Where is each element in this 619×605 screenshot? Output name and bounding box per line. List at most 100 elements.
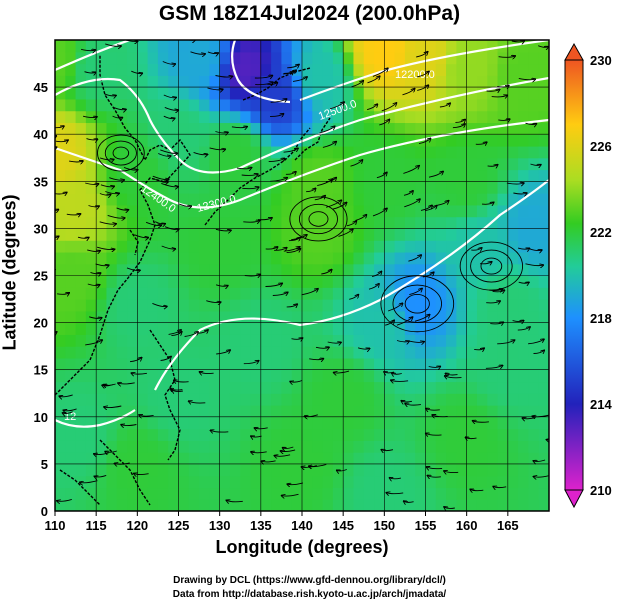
heatmap-cell — [219, 499, 231, 511]
heatmap-cell — [137, 51, 149, 65]
heatmap-cell — [466, 75, 478, 88]
heatmap-cell — [106, 228, 118, 241]
heatmap-cell — [106, 169, 118, 182]
heatmap-cell — [312, 346, 324, 359]
streamline — [100, 184, 114, 187]
heatmap-cell — [209, 310, 221, 324]
heatmap-cell — [507, 452, 519, 465]
heatmap-cell — [425, 181, 437, 194]
heatmap-cell — [219, 75, 231, 88]
x-tick-label: 165 — [497, 518, 519, 533]
streamline — [481, 202, 494, 204]
heatmap-cell — [157, 428, 169, 441]
heatmap-cell — [456, 40, 468, 53]
heatmap-cell — [353, 40, 365, 53]
heatmap-cell — [106, 487, 118, 500]
heatmap-cell — [322, 299, 334, 312]
heatmap-cell — [281, 452, 293, 465]
heatmap-cell — [147, 145, 159, 159]
heatmap-cell — [55, 475, 66, 489]
heatmap-cell — [425, 275, 437, 288]
streamline — [357, 347, 370, 349]
streamline — [103, 383, 116, 385]
streamline — [162, 61, 176, 65]
heatmap-cell — [116, 87, 128, 100]
heatmap-cell — [518, 416, 530, 430]
heatmap-cell — [65, 499, 77, 511]
heatmap-cell — [332, 381, 344, 394]
heatmap-cell — [343, 463, 355, 477]
streamline — [241, 174, 258, 175]
heatmap-cell — [106, 334, 118, 347]
heatmap-cell — [353, 452, 365, 465]
heatmap-cell — [394, 75, 406, 88]
heatmap-cell — [75, 275, 87, 288]
heatmap-cell — [219, 181, 231, 194]
heatmap-cell — [209, 98, 221, 112]
heatmap-cell — [332, 440, 344, 453]
heatmap-cell — [147, 310, 159, 324]
heatmap-cell — [487, 75, 499, 88]
y-tick-label: 40 — [34, 127, 48, 142]
vortex-streamline — [298, 203, 338, 235]
heatmap-cell — [528, 157, 540, 171]
heatmap-cell — [199, 251, 210, 265]
heatmap-cell — [466, 499, 478, 511]
heatmap-cell — [528, 40, 540, 53]
heatmap-cell — [507, 169, 519, 182]
heatmap-cell — [528, 122, 540, 135]
heatmap-cell — [374, 487, 385, 500]
heatmap-cell — [137, 251, 149, 265]
heatmap-cell — [271, 169, 283, 182]
heatmap-cell — [65, 463, 77, 477]
heatmap-cell — [415, 263, 427, 277]
heatmap-cell — [528, 416, 540, 430]
heatmap-cell — [209, 134, 221, 147]
wind-streamlines — [55, 40, 549, 509]
heatmap-cell — [476, 346, 488, 359]
heatmap-cell — [188, 169, 200, 182]
heatmap-cell — [507, 310, 519, 324]
heatmap-cell — [528, 193, 540, 206]
streamline — [444, 507, 455, 509]
heatmap-cell — [55, 287, 66, 300]
streamline — [57, 293, 69, 295]
streamline — [525, 263, 544, 266]
heatmap-cell — [487, 452, 499, 465]
heatmap-cell — [168, 157, 180, 171]
heatmap-cell — [528, 475, 540, 489]
heatmap-cell — [116, 487, 128, 500]
streamline — [314, 196, 325, 201]
heatmap-cell — [343, 134, 355, 147]
heatmap-cell — [260, 251, 272, 265]
heatmap-cell — [157, 263, 169, 277]
heatmap-cell — [435, 134, 447, 147]
heatmap-cell — [528, 322, 540, 335]
heatmap-cell — [425, 98, 437, 112]
streamline — [533, 459, 546, 461]
heatmap-cell — [343, 204, 355, 218]
heatmap-cell — [116, 322, 128, 335]
heatmap-cell — [240, 299, 252, 312]
heatmap-cell — [312, 440, 324, 453]
heatmap-cell — [157, 193, 169, 206]
heatmap-cell — [507, 98, 519, 112]
heatmap-cell — [291, 393, 303, 406]
heatmap-cell — [240, 369, 252, 383]
heatmap-cell — [363, 393, 375, 406]
heatmap-cell — [518, 98, 530, 112]
streamline — [439, 103, 450, 108]
heatmap-cell — [188, 487, 200, 500]
heatmap-cell — [425, 51, 437, 65]
heatmap-cell — [291, 110, 303, 124]
x-tick-label: 145 — [332, 518, 354, 533]
heatmap-cell — [528, 393, 540, 406]
heatmap-cell — [65, 240, 77, 253]
heatmap-cell — [312, 122, 324, 135]
heatmap-cell — [353, 145, 365, 159]
heatmap-cell — [127, 440, 138, 453]
heatmap-cell — [363, 181, 375, 194]
heatmap-cell — [65, 63, 77, 76]
heatmap-cell — [96, 428, 108, 441]
streamline — [113, 106, 127, 109]
